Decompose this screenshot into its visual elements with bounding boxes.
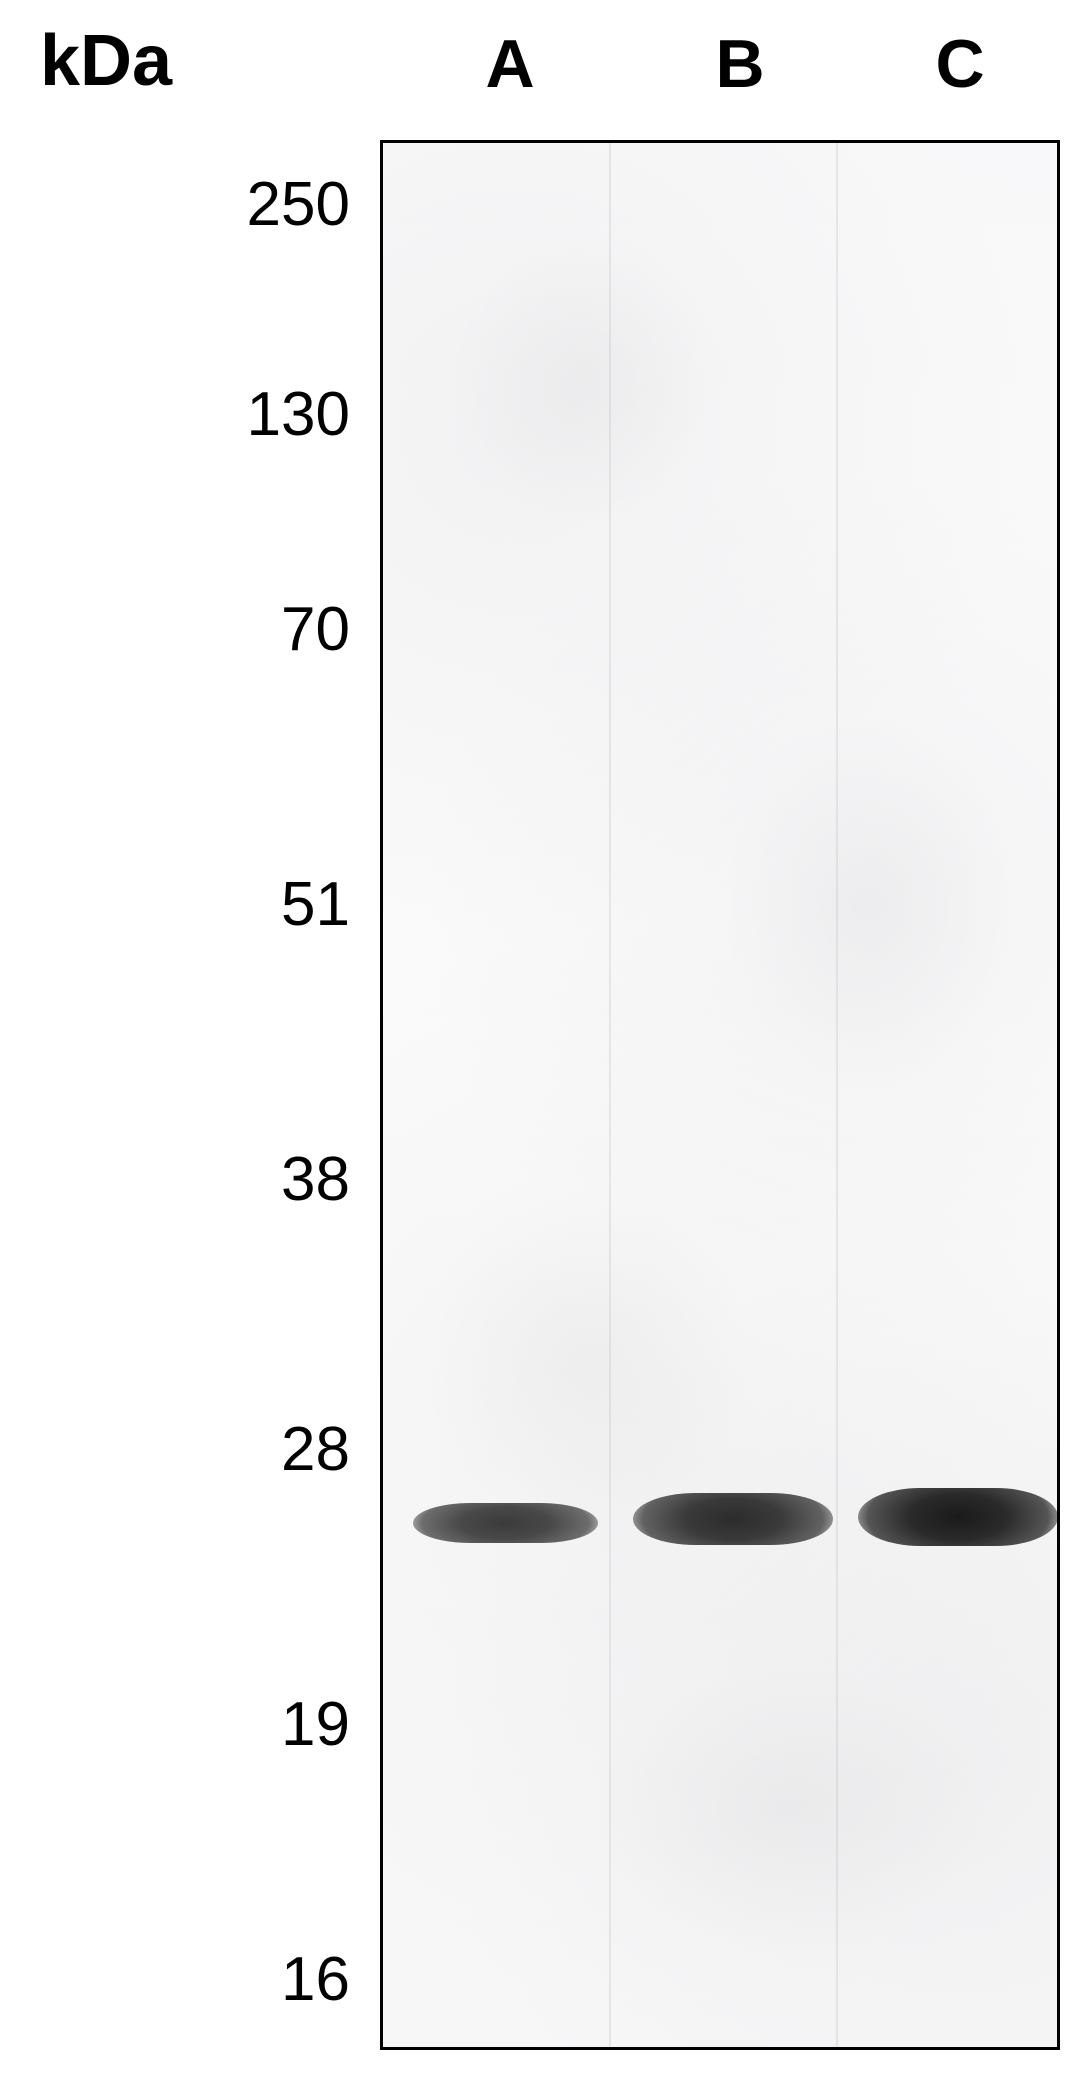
membrane-smudge-2 [720, 714, 1023, 1095]
blot-background [383, 143, 1057, 2047]
blot-membrane [380, 140, 1060, 2050]
lane-label-a: A [470, 25, 550, 103]
band-lane-b [633, 1493, 833, 1545]
lane-label-c: C [920, 25, 1000, 103]
mw-marker-130: 130 [50, 379, 350, 450]
western-blot-figure: kDa A B C 250 130 70 51 38 28 19 16 [0, 0, 1080, 2077]
membrane-smudge-4 [585, 1666, 989, 1952]
mw-marker-70: 70 [50, 594, 350, 665]
membrane-smudge-3 [417, 1190, 754, 1533]
lane-divider-2 [836, 143, 838, 2047]
band-lane-a [413, 1503, 598, 1543]
band-lane-c [858, 1488, 1057, 1546]
mw-marker-28: 28 [50, 1414, 350, 1485]
lane-divider-1 [609, 143, 611, 2047]
mw-marker-19: 19 [50, 1689, 350, 1760]
membrane-smudge-1 [450, 238, 720, 524]
lane-label-b: B [700, 25, 780, 103]
y-axis-unit-label: kDa [40, 20, 172, 102]
mw-marker-16: 16 [50, 1944, 350, 2015]
mw-marker-250: 250 [50, 169, 350, 240]
mw-marker-38: 38 [50, 1144, 350, 1215]
mw-marker-51: 51 [50, 869, 350, 940]
